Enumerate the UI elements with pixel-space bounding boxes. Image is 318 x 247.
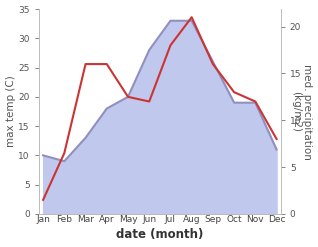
Y-axis label: med. precipitation
(kg/m2): med. precipitation (kg/m2) xyxy=(291,63,313,159)
X-axis label: date (month): date (month) xyxy=(116,228,204,242)
Y-axis label: max temp (C): max temp (C) xyxy=(5,76,16,147)
